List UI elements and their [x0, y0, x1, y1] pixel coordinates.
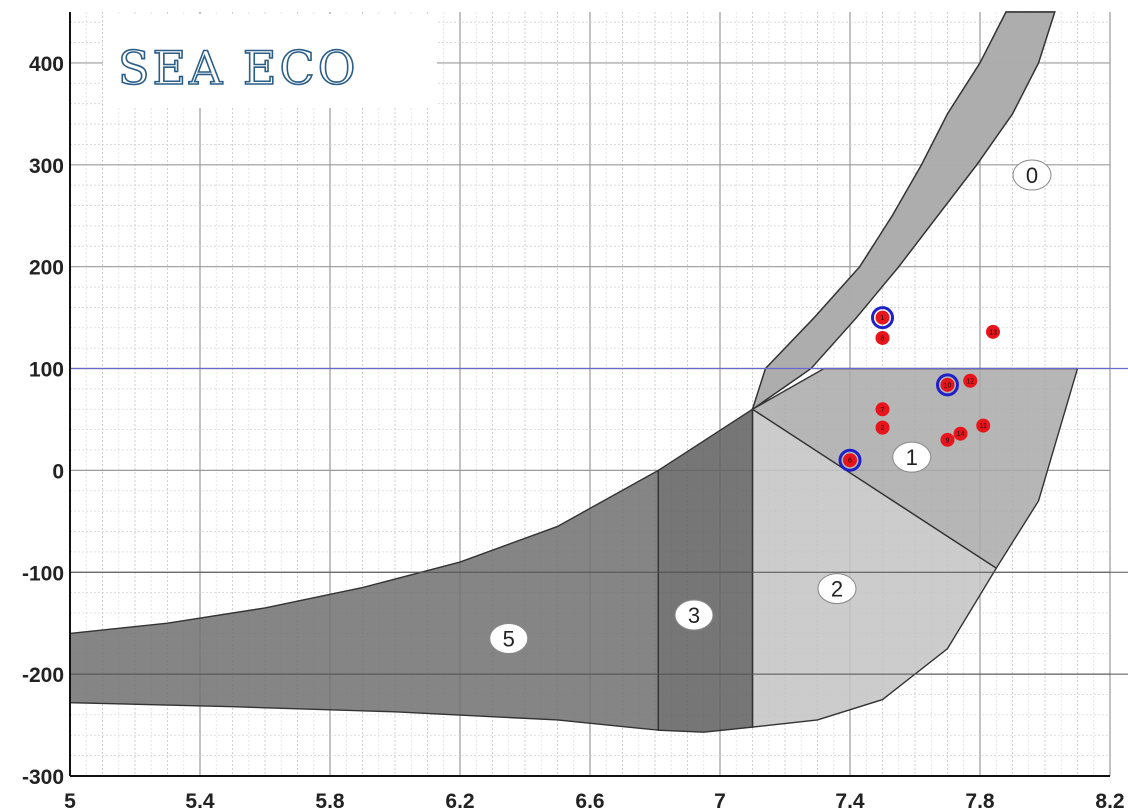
- x-tick-label: 7.4: [835, 790, 865, 812]
- y-tick-label: -100: [22, 562, 64, 585]
- data-point-label: 6: [848, 458, 852, 465]
- axes: [69, 12, 1110, 777]
- y-tick-label: -300: [22, 766, 64, 789]
- highlight-ring: [936, 373, 959, 397]
- data-point-label: 13: [989, 329, 997, 336]
- data-point-label: 10: [944, 382, 952, 389]
- data-point-label: 11: [980, 423, 987, 430]
- data-point: [875, 420, 890, 435]
- data-point: [940, 432, 955, 447]
- data-point-label: 14: [957, 431, 965, 438]
- zones: [69, 11, 1079, 733]
- data-point-label: 1: [881, 315, 885, 322]
- data-point: [875, 330, 890, 345]
- reference-lines: [70, 367, 1128, 675]
- zone-label: 1: [906, 445, 918, 470]
- zone-label: 3: [688, 603, 700, 628]
- zone-label-badge: [674, 599, 714, 631]
- x-tick-label: 7.8: [965, 790, 995, 812]
- x-tick-label: 5.8: [315, 790, 345, 812]
- y-tick-label: 0: [52, 460, 64, 483]
- data-points: 1 8 13 10 12 7 2 11 14 9 6: [838, 306, 1000, 472]
- x-tick-label: 8.2: [1095, 790, 1124, 812]
- data-point-label: 8: [881, 335, 885, 342]
- x-tick-label: 5.4: [185, 790, 215, 812]
- zone-label-badge: [892, 441, 932, 473]
- zone-label-badge: [1012, 159, 1052, 191]
- highlight-ring: [871, 306, 894, 330]
- logo-text: SEA ECO: [118, 41, 358, 95]
- x-tick-label: 6.6: [575, 790, 604, 812]
- x-tick-label: 7: [714, 790, 726, 812]
- data-point: [953, 426, 968, 441]
- highlight-ring: [838, 448, 862, 472]
- data-point: [875, 310, 890, 325]
- zone-label-badge: [817, 573, 857, 605]
- data-point: [976, 418, 991, 433]
- tick-labels: 5 5.4 5.8 6.2 6.6 7 7.4 7.8 8.2-300-200-10001002…: [22, 53, 1125, 812]
- logo-background: [103, 14, 437, 108]
- data-point-label: 9: [946, 437, 950, 444]
- data-point-label: 7: [881, 407, 885, 414]
- zone-label: 2: [831, 577, 843, 602]
- data-point: [986, 324, 1000, 339]
- zone-5: [69, 469, 659, 731]
- x-tick-label: 5: [64, 790, 76, 812]
- x-tick-label: 6.2: [445, 790, 474, 812]
- data-point: [843, 453, 857, 468]
- data-point: [940, 377, 955, 392]
- data-point: [875, 402, 890, 417]
- data-point-label: 12: [966, 378, 974, 385]
- zone-label: 0: [1026, 163, 1038, 188]
- y-tick-label: -200: [22, 664, 64, 687]
- y-tick-label: 100: [29, 359, 64, 382]
- data-point-label: 2: [881, 425, 885, 432]
- data-point: [963, 373, 978, 388]
- logo: SEA ECO: [103, 14, 437, 108]
- zone-label: 5: [503, 626, 515, 651]
- y-tick-label: 300: [29, 155, 64, 178]
- y-tick-label: 400: [29, 53, 64, 76]
- zone-label-badge: [489, 622, 529, 654]
- y-tick-label: 200: [29, 257, 64, 280]
